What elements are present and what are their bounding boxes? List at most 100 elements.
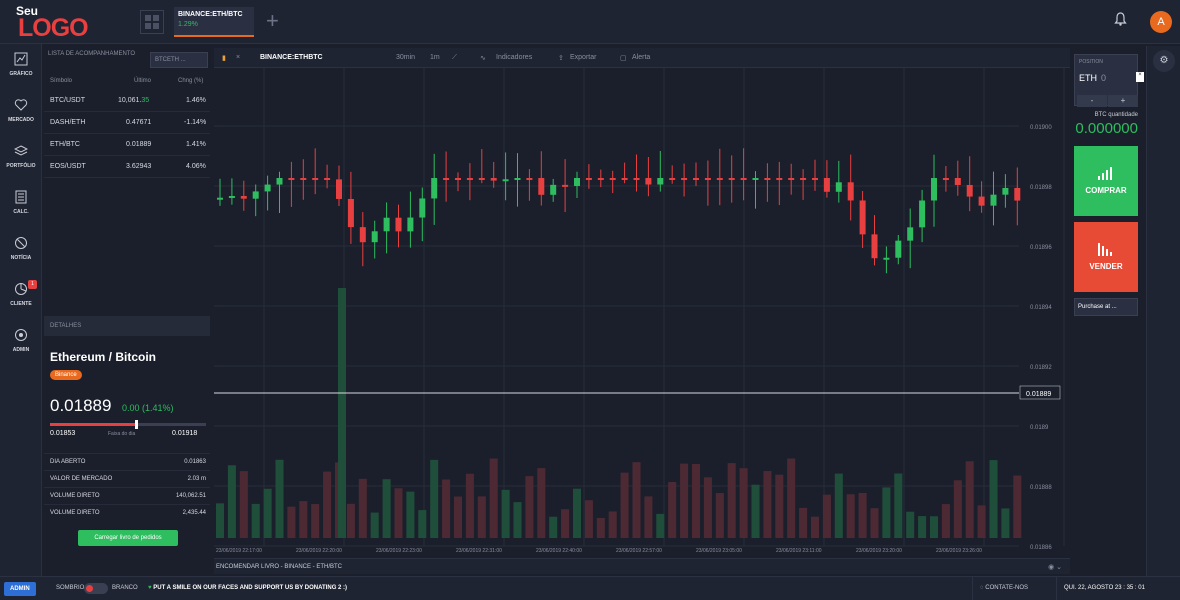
volume-bar bbox=[287, 506, 296, 538]
watchlist-row[interactable]: ETH/BTC 0.01889 1.41% bbox=[44, 134, 210, 156]
y-tick-label: 0.01898 bbox=[1030, 185, 1052, 191]
candle-body bbox=[264, 184, 271, 192]
col-last[interactable]: Último bbox=[134, 78, 152, 84]
candle-body bbox=[919, 200, 926, 228]
volume-bar bbox=[275, 459, 284, 538]
watchlist-title: LISTA DE ACOMPANHAMENTO bbox=[48, 51, 136, 57]
clear-icon[interactable]: × bbox=[1136, 72, 1144, 82]
row-last: 0.47671 bbox=[126, 119, 152, 126]
chart-background bbox=[214, 68, 1070, 556]
range-low: 0.01853 bbox=[50, 430, 76, 437]
candle-body bbox=[217, 197, 223, 200]
candle-body bbox=[240, 196, 247, 199]
logo[interactable]: Seu LOGO bbox=[10, 4, 102, 42]
candle-body bbox=[990, 194, 997, 206]
stat-label: VOLUME DIRETO bbox=[50, 510, 100, 516]
volume-bar bbox=[811, 516, 819, 538]
admin-button[interactable]: ADMIN bbox=[4, 582, 36, 596]
contact-button[interactable]: ◌ CONTATE-NOS bbox=[980, 585, 1028, 591]
indicators-button[interactable]: Indicadores bbox=[496, 54, 533, 61]
close-icon[interactable]: × bbox=[236, 54, 241, 61]
candle-body bbox=[466, 178, 473, 180]
candle-body bbox=[550, 184, 557, 195]
watchlist-panel: LISTA DE ACOMPANHAMENTO BTCETH ... Símbo… bbox=[44, 48, 210, 178]
pair-tab[interactable]: BINANCE:ETH/BTC 1.29% bbox=[174, 7, 254, 37]
col-symbol[interactable]: Símbolo bbox=[50, 78, 73, 84]
donation-message[interactable]: ♥ PUT A SMILE ON OUR FACES AND SUPPORT U… bbox=[148, 585, 347, 591]
y-tick-label: 0.01888 bbox=[1030, 485, 1052, 491]
position-value: 0 bbox=[1101, 73, 1107, 83]
eye-icon[interactable]: ◉ ⌄ bbox=[1048, 564, 1062, 571]
load-orderbook-button[interactable]: Carregar livro de pedidos bbox=[78, 530, 178, 546]
grid-layout-icon[interactable] bbox=[140, 10, 164, 34]
candle-body bbox=[609, 178, 616, 180]
candlestick-chart[interactable]: 0.01900 0.01898 0.01896 0.01894 0.01892 0.018… bbox=[214, 68, 1070, 556]
heartbeat-icon bbox=[14, 98, 28, 112]
volume-bar bbox=[442, 479, 451, 538]
bell-icon[interactable] bbox=[1114, 12, 1127, 29]
nav-item-cliente[interactable]: CLIENTE 1 bbox=[0, 278, 42, 318]
volume-bar bbox=[834, 473, 843, 538]
volume-bar bbox=[918, 516, 927, 538]
watchlist-row[interactable]: EOS/USDT 3.62943 4.06% bbox=[44, 156, 210, 178]
interval-1m[interactable]: 1m bbox=[430, 54, 440, 61]
candle-body bbox=[538, 178, 545, 195]
candle-body bbox=[954, 178, 961, 185]
volume-bar bbox=[941, 504, 950, 538]
purchase-select[interactable]: Purchase at ... bbox=[1074, 298, 1138, 316]
volume-bar bbox=[953, 480, 962, 538]
toggle-knob bbox=[86, 585, 93, 592]
top-bar: Seu LOGO BINANCE:ETH/BTC 1.29% + A bbox=[0, 0, 1180, 44]
alert-button[interactable]: Alerta bbox=[632, 54, 651, 61]
nav-item-grafico[interactable]: GRÁFICO bbox=[0, 48, 42, 88]
avatar[interactable]: A bbox=[1150, 11, 1172, 33]
chart-type-icon[interactable]: ⟋ bbox=[452, 54, 457, 61]
candle-body bbox=[574, 178, 580, 186]
increment-button[interactable]: + bbox=[1108, 95, 1138, 107]
candle-body bbox=[419, 198, 426, 218]
volume-bar bbox=[644, 496, 653, 538]
exchange-badge: Binance bbox=[50, 370, 82, 380]
settings-icon[interactable]: ⚙ bbox=[1153, 50, 1175, 72]
price-chart[interactable]: 0.01900 0.01898 0.01896 0.01894 0.01892 0.018… bbox=[214, 68, 1070, 556]
stat-value: 140,062.51 bbox=[175, 493, 206, 499]
x-tick-label: 23/06/2019 22:20:00 bbox=[296, 548, 342, 554]
watchlist-row[interactable]: DASH/ETH 0.47671 -1.14% bbox=[44, 112, 210, 134]
candle-body bbox=[562, 184, 569, 187]
col-change[interactable]: Chng (%) bbox=[178, 78, 204, 84]
quantity-label: BTC quantidade bbox=[1094, 112, 1138, 118]
candle-body bbox=[288, 178, 295, 180]
nav-item-portfolio[interactable]: PORTFÓLIO bbox=[0, 140, 42, 180]
nav-item-noticia[interactable]: NOTÍCIA bbox=[0, 232, 42, 272]
quantity-stepper: - + bbox=[1075, 95, 1139, 107]
buy-button[interactable]: COMPRAR bbox=[1074, 146, 1138, 216]
decrement-button[interactable]: - bbox=[1077, 95, 1107, 107]
volume-bar bbox=[763, 471, 772, 538]
volume-bar bbox=[525, 476, 534, 538]
orderbook-bar[interactable]: ENCOMENDAR LIVRO - BINANCE - ETH/BTC ◉ ⌄ bbox=[214, 558, 1070, 574]
candle-body bbox=[847, 182, 854, 201]
volume-bar bbox=[239, 471, 248, 538]
sell-button[interactable]: VENDER bbox=[1074, 222, 1138, 292]
candle-body bbox=[966, 184, 973, 197]
interval-30min[interactable]: 30min bbox=[396, 54, 416, 61]
volume-bar bbox=[1013, 475, 1022, 538]
bookmark-icon[interactable]: ▮ bbox=[222, 55, 226, 62]
watchlist-select[interactable]: BTCETH ... bbox=[150, 52, 208, 68]
quantity-value[interactable]: 0.000000 bbox=[1075, 120, 1138, 137]
export-button[interactable]: Exportar bbox=[570, 54, 597, 61]
candle-body bbox=[823, 178, 830, 192]
watchlist-row[interactable]: BTC/USDT 10,061.35 1.46% bbox=[44, 90, 210, 112]
candle-body bbox=[931, 178, 937, 201]
nav-item-calc[interactable]: CALC. bbox=[0, 186, 42, 226]
candle-body bbox=[871, 234, 878, 259]
add-tab-button[interactable]: + bbox=[266, 8, 279, 33]
volume-bar bbox=[370, 512, 379, 538]
volume-bar bbox=[323, 471, 332, 538]
nav-label: NOTÍCIA bbox=[10, 255, 32, 261]
theme-toggle[interactable] bbox=[84, 583, 108, 594]
chart-symbol[interactable]: BINANCE:ETHBTC bbox=[260, 54, 323, 61]
nav-item-admin[interactable]: ADMIN bbox=[0, 324, 42, 364]
volume-bar bbox=[989, 460, 998, 538]
nav-item-mercado[interactable]: MERCADO bbox=[0, 94, 42, 134]
